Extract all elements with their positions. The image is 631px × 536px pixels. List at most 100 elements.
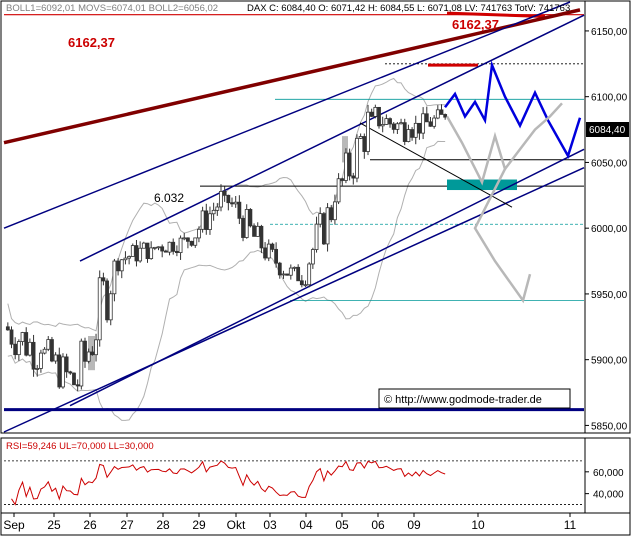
candle-body (9, 329, 14, 345)
candle-body (377, 106, 381, 127)
candle (344, 148, 348, 184)
candle-body (395, 123, 400, 130)
rsi-tick-label: 40,000 (593, 490, 624, 501)
candle-body (321, 213, 326, 245)
candle-body (366, 111, 370, 152)
candle (384, 114, 389, 125)
candle-body (171, 241, 176, 252)
candle-body (406, 129, 411, 142)
candle (244, 204, 249, 239)
candle (61, 353, 65, 389)
y-tick-label: 5900,00 (591, 356, 628, 367)
candle-body (285, 273, 290, 276)
x-tick-label: 03 (263, 518, 277, 532)
candle (226, 194, 231, 211)
candle (329, 204, 334, 223)
candle (35, 364, 40, 377)
candle-body (94, 339, 98, 356)
rsi-axis-bg (584, 437, 631, 514)
candle (270, 242, 275, 253)
scenario-bear-path (504, 102, 563, 170)
candle-body (259, 225, 264, 249)
price-axis-bg (584, 0, 631, 434)
candle-body (329, 207, 334, 221)
candle (193, 237, 198, 248)
candle (46, 336, 51, 352)
trend-line (3, 8, 581, 145)
candle-body (156, 246, 161, 249)
candle (399, 118, 403, 125)
candle (380, 116, 385, 133)
trend-line (3, 167, 585, 433)
candle (435, 105, 440, 120)
candle-body (123, 257, 128, 261)
candle-body (83, 340, 87, 362)
candle (266, 239, 271, 262)
candle-body (64, 356, 69, 373)
candle (439, 104, 444, 115)
candle-body (344, 152, 348, 181)
bollinger-lower (7, 140, 446, 421)
candle (237, 195, 242, 225)
candle (31, 334, 36, 377)
quote-header: DAX C: 6084,40 O: 6071,42 H: 6084,55 L: … (247, 3, 570, 14)
candle-body (307, 263, 312, 286)
y-tick-label: 5850,00 (591, 421, 628, 432)
candle-body (373, 106, 378, 117)
candle-body (79, 340, 84, 387)
candle-body (310, 249, 315, 265)
rsi-indicator: 60,000 40,000 (4, 460, 624, 506)
candle-body (369, 111, 374, 117)
candle (138, 241, 143, 263)
candle (130, 243, 135, 257)
candle-body (277, 262, 282, 276)
candle (13, 337, 18, 360)
candle (27, 338, 32, 357)
candle-body (75, 384, 80, 387)
candle (9, 326, 14, 349)
candle-body (410, 129, 414, 138)
candle-body (127, 256, 132, 259)
candle-body (50, 339, 54, 362)
x-tick-label: 25 (47, 518, 61, 532)
candle (410, 127, 414, 141)
last-price-box (586, 122, 629, 137)
candle-body (388, 118, 392, 125)
candle (428, 116, 433, 127)
candle (362, 133, 367, 159)
candle (432, 115, 437, 129)
candle-body (97, 277, 102, 341)
candle (321, 211, 326, 245)
candle-body (384, 118, 389, 125)
candle-body (152, 246, 157, 249)
candle-body (200, 210, 205, 230)
candle (417, 122, 422, 140)
candle (288, 264, 293, 280)
candle (189, 240, 194, 247)
candle (292, 266, 297, 272)
candle-body (13, 343, 18, 356)
candle-body (116, 260, 120, 272)
scenario-bull-path (444, 60, 582, 160)
candle-body (174, 250, 179, 254)
candle-body (208, 213, 212, 230)
candle-body (16, 341, 21, 356)
candle (174, 245, 179, 257)
candle (340, 177, 345, 187)
scenario-paths (444, 60, 582, 304)
candle (127, 255, 132, 265)
candle-body (186, 237, 190, 242)
candle (281, 270, 286, 279)
price-axis: 6150,00 6100,00 6050,00 6000,00 5950,00 5900,… (585, 27, 628, 432)
candle-body (435, 109, 440, 119)
candle (90, 346, 95, 356)
candle (182, 232, 187, 241)
candle-body (211, 209, 216, 215)
trend-channel (3, 1, 585, 433)
candle (296, 264, 301, 282)
candle (119, 259, 124, 279)
candle (325, 203, 330, 252)
candle (424, 106, 429, 123)
candle-body (86, 351, 91, 362)
candle (307, 262, 312, 288)
